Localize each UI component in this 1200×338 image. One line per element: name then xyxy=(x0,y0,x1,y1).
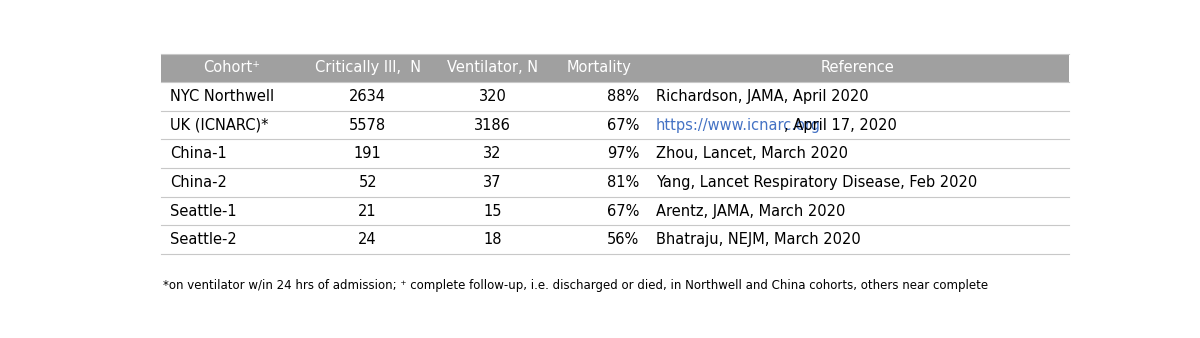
Text: 37: 37 xyxy=(484,175,502,190)
Text: *on ventilator w/in 24 hrs of admission; ⁺ complete follow-up, i.e. discharged o: *on ventilator w/in 24 hrs of admission;… xyxy=(163,279,988,292)
Text: 320: 320 xyxy=(479,89,506,104)
Text: China-1: China-1 xyxy=(170,146,227,161)
Text: Ventilator, N: Ventilator, N xyxy=(446,61,538,75)
Text: https://www.icnarc.org: https://www.icnarc.org xyxy=(656,118,821,132)
Text: Zhou, Lancet, March 2020: Zhou, Lancet, March 2020 xyxy=(656,146,848,161)
Text: 97%: 97% xyxy=(607,146,640,161)
Bar xyxy=(161,54,1069,82)
Text: 2634: 2634 xyxy=(349,89,386,104)
Text: 81%: 81% xyxy=(607,175,640,190)
Text: , April 17, 2020: , April 17, 2020 xyxy=(784,118,896,132)
Text: 24: 24 xyxy=(359,232,377,247)
Text: 21: 21 xyxy=(359,203,377,219)
Text: Mortality: Mortality xyxy=(566,61,631,75)
Text: Reference: Reference xyxy=(821,61,895,75)
Bar xyxy=(161,140,1069,168)
Bar xyxy=(161,82,1069,111)
Text: 18: 18 xyxy=(484,232,502,247)
Text: Bhatraju, NEJM, March 2020: Bhatraju, NEJM, March 2020 xyxy=(656,232,860,247)
Text: 52: 52 xyxy=(359,175,377,190)
Text: Richardson, JAMA, April 2020: Richardson, JAMA, April 2020 xyxy=(656,89,869,104)
Bar xyxy=(161,111,1069,140)
Text: 3186: 3186 xyxy=(474,118,511,132)
Bar xyxy=(161,225,1069,254)
Text: Critically Ill,  N: Critically Ill, N xyxy=(314,61,421,75)
Bar xyxy=(161,168,1069,197)
Text: 56%: 56% xyxy=(607,232,640,247)
Text: China-2: China-2 xyxy=(170,175,227,190)
Text: 88%: 88% xyxy=(607,89,640,104)
Text: Yang, Lancet Respiratory Disease, Feb 2020: Yang, Lancet Respiratory Disease, Feb 20… xyxy=(656,175,977,190)
Text: NYC Northwell: NYC Northwell xyxy=(170,89,275,104)
Text: Seattle-1: Seattle-1 xyxy=(170,203,238,219)
Bar xyxy=(161,197,1069,225)
Text: 67%: 67% xyxy=(607,203,640,219)
Text: 32: 32 xyxy=(484,146,502,161)
Text: UK (ICNARC)*: UK (ICNARC)* xyxy=(170,118,269,132)
Text: Cohort⁺: Cohort⁺ xyxy=(203,61,260,75)
Text: 15: 15 xyxy=(484,203,502,219)
Text: 5578: 5578 xyxy=(349,118,386,132)
Text: 67%: 67% xyxy=(607,118,640,132)
Text: Arentz, JAMA, March 2020: Arentz, JAMA, March 2020 xyxy=(656,203,846,219)
Text: Seattle-2: Seattle-2 xyxy=(170,232,238,247)
Text: 191: 191 xyxy=(354,146,382,161)
